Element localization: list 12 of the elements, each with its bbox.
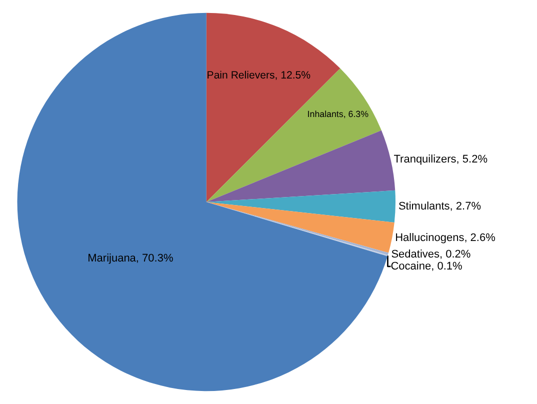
slice-label: Hallucinogens, 2.6% bbox=[395, 232, 496, 244]
pie-slice bbox=[206, 190, 396, 222]
pie-slice bbox=[206, 68, 382, 202]
slice-label: Marijuana, 70.3% bbox=[88, 252, 174, 264]
slice-label: Stimulants, 2.7% bbox=[398, 200, 482, 212]
slice-label: Sedatives, 0.2% bbox=[391, 248, 471, 260]
slice-label: Pain Relievers, 12.5% bbox=[206, 70, 311, 82]
pie-slice bbox=[206, 130, 396, 202]
slice-label: Inhalants, 6.3% bbox=[307, 108, 369, 119]
slice-label: Tranquilizers, 5.2% bbox=[394, 154, 488, 166]
slice-label: Cocaine, 0.1% bbox=[390, 260, 462, 272]
pie-slice bbox=[18, 12, 388, 392]
